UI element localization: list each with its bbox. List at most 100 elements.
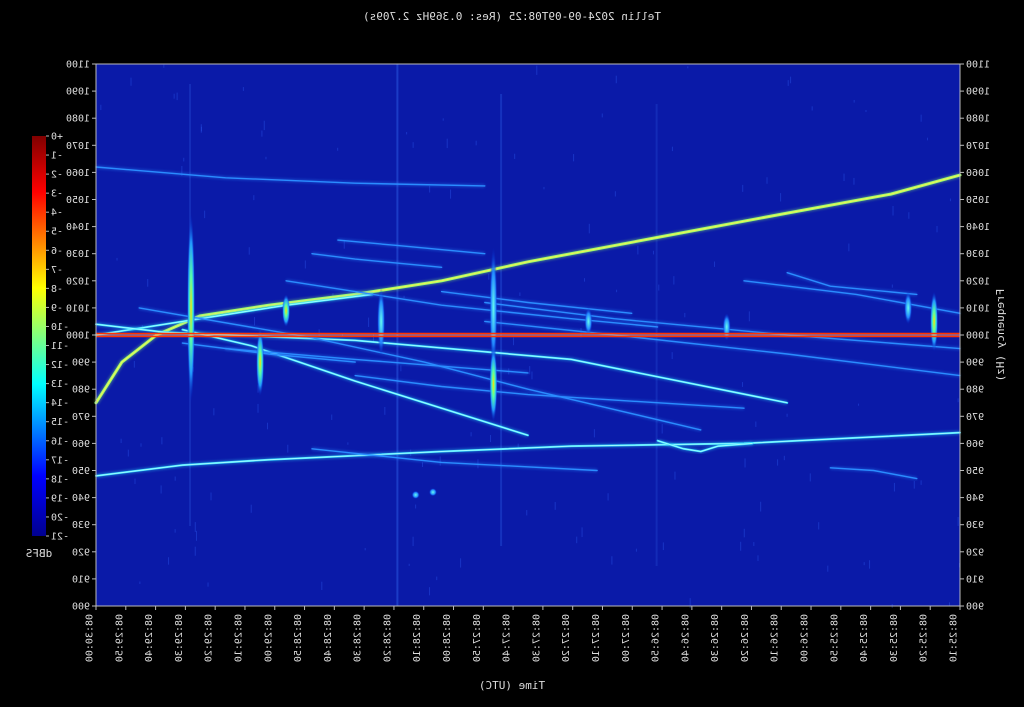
x-tick-label: 08:29:40 bbox=[144, 614, 155, 662]
noise-streak bbox=[614, 191, 616, 197]
noise-streak bbox=[429, 587, 431, 596]
noise-streak bbox=[174, 529, 176, 533]
noise-streak bbox=[147, 279, 149, 287]
noise-streak bbox=[753, 542, 755, 546]
y-tick-label-left: 1050 bbox=[966, 195, 990, 206]
noise-streak bbox=[176, 92, 178, 101]
noise-streak bbox=[248, 247, 250, 255]
signal-burst bbox=[489, 246, 498, 369]
noise-streak bbox=[958, 563, 960, 568]
noise-streak bbox=[671, 146, 673, 152]
colorbar-ticks: -21 -20 -19 -18 -17 -16 -15 -14 -13 -12 -11 -10 -9 -8… bbox=[26, 132, 69, 561]
colorbar-tick-label: -12 bbox=[51, 360, 69, 371]
x-tick-label: 08:27:50 bbox=[472, 614, 483, 662]
noise-streak bbox=[843, 173, 845, 182]
x-tick-label: 08:28:50 bbox=[293, 614, 304, 662]
noise-streak bbox=[242, 87, 244, 91]
noise-streak bbox=[436, 576, 438, 581]
noise-streak bbox=[422, 462, 424, 467]
noise-streak bbox=[760, 501, 762, 512]
noise-streak bbox=[863, 562, 865, 566]
noise-streak bbox=[818, 522, 820, 530]
y-tick-label-left: 1000 bbox=[966, 331, 990, 342]
noise-streak bbox=[848, 243, 850, 252]
noise-streak bbox=[913, 481, 915, 489]
noise-streak bbox=[470, 432, 472, 437]
noise-streak bbox=[261, 130, 263, 137]
signal-burst bbox=[411, 490, 420, 499]
noise-streak bbox=[742, 184, 744, 192]
trace-line bbox=[484, 320, 961, 377]
signal-burst bbox=[584, 307, 593, 336]
signal-burst bbox=[930, 291, 939, 352]
noise-streak bbox=[742, 382, 744, 387]
noise-streak bbox=[584, 278, 586, 282]
noise-streak bbox=[412, 142, 414, 148]
noise-streak bbox=[957, 516, 959, 526]
x-tick-label: 08:28:00 bbox=[442, 614, 453, 662]
noise-streak bbox=[163, 64, 165, 68]
trace-line bbox=[829, 467, 918, 480]
noise-streak bbox=[892, 205, 894, 216]
y-tick-label-left: 990 bbox=[966, 358, 984, 369]
colorbar-tick-label: -20 bbox=[51, 512, 69, 523]
noise-streak bbox=[920, 480, 922, 485]
noise-streak bbox=[616, 289, 618, 293]
x-tick-label: 08:26:40 bbox=[680, 614, 691, 662]
signal-traces bbox=[93, 165, 962, 481]
x-tick-label: 08:28:40 bbox=[323, 614, 334, 662]
y-tick-label-right: 920 bbox=[72, 547, 90, 558]
x-axis-label: Time (UTC) bbox=[479, 679, 545, 692]
chart-title: Tellin 2024-09-09T08:25 (Res: 0.369Hz 2.… bbox=[363, 10, 661, 23]
y-tick-label-right: 980 bbox=[72, 385, 90, 396]
colorbar-tick-label: -17 bbox=[51, 455, 69, 466]
y-tick-label-right: 1070 bbox=[66, 141, 90, 152]
y-tick-label-right: 1100 bbox=[66, 60, 90, 71]
colorbar-tick-label: -14 bbox=[51, 398, 69, 409]
trace-line bbox=[786, 272, 918, 296]
x-tick-label: 08:26:20 bbox=[740, 614, 751, 662]
colorbar-tick-label: -3 bbox=[51, 189, 63, 200]
colorbar-tick-label: -10 bbox=[51, 322, 69, 333]
noise-streak bbox=[133, 360, 135, 368]
x-tick-label: 08:29:20 bbox=[204, 614, 215, 662]
noise-streak bbox=[581, 527, 583, 538]
noise-streak bbox=[195, 530, 197, 541]
noise-streak bbox=[689, 598, 691, 609]
colorbar-tick-label: -11 bbox=[51, 341, 69, 352]
x-tick-label: 08:29:30 bbox=[174, 614, 185, 662]
trace-core bbox=[95, 323, 788, 404]
x-tick-label: 08:25:10 bbox=[949, 614, 960, 662]
x-tick-label: 08:27:40 bbox=[502, 614, 513, 662]
noise-streak bbox=[287, 444, 289, 453]
noise-streak bbox=[204, 210, 206, 219]
noise-streak bbox=[331, 414, 333, 420]
noise-streak bbox=[364, 548, 366, 551]
noise-streak bbox=[853, 99, 855, 103]
trace-line bbox=[285, 280, 659, 328]
noise-streak bbox=[519, 292, 521, 296]
noise-streak bbox=[321, 581, 323, 591]
signal-burst bbox=[187, 213, 196, 403]
noise-streak bbox=[415, 504, 417, 509]
noise-streak bbox=[266, 422, 268, 430]
noise-streak bbox=[475, 140, 477, 146]
noise-streak bbox=[200, 126, 202, 132]
noise-streak bbox=[588, 223, 590, 234]
y-tick-label-left: 1090 bbox=[966, 87, 990, 98]
signal-burst bbox=[377, 287, 386, 356]
colorbar-tick-label: -6 bbox=[51, 246, 63, 257]
noise-streak bbox=[517, 443, 519, 449]
y-tick-label-left: 1010 bbox=[966, 303, 990, 314]
noise-streak bbox=[408, 563, 410, 566]
noise-streak bbox=[891, 284, 893, 288]
noise-streak bbox=[265, 156, 267, 160]
y-tick-label-left: 900 bbox=[966, 602, 984, 613]
noise-streak bbox=[853, 177, 855, 185]
noise-streak bbox=[173, 93, 175, 99]
y-axis-label: Frequency (Hz) bbox=[994, 289, 1007, 382]
noise-streak bbox=[748, 311, 750, 322]
noise-streak bbox=[827, 565, 829, 572]
y-tick-label-left: 1060 bbox=[966, 168, 990, 179]
